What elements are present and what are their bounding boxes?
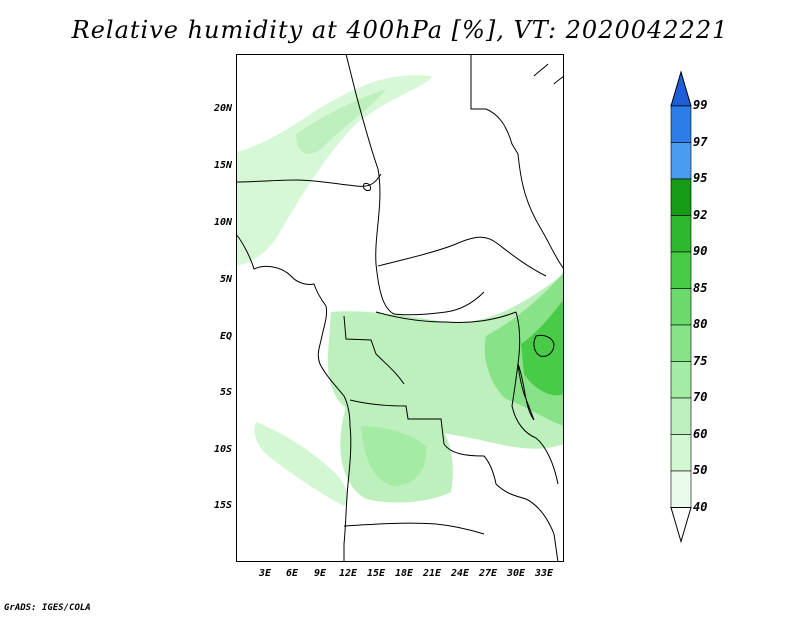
coastline-central-africa <box>317 305 352 562</box>
lat-label: 15N <box>213 160 232 171</box>
colorbar-level-label: 92 <box>693 207 708 222</box>
lake-tanganyika <box>517 363 535 421</box>
border-sahel <box>236 173 382 187</box>
colorbar-segment <box>670 288 692 326</box>
lat-label: 20N <box>213 103 232 114</box>
colorbar-segment <box>670 142 692 180</box>
border-drc-north <box>375 311 517 323</box>
lon-label: 21E <box>422 568 442 579</box>
colorbar-level-label: 75 <box>693 353 708 368</box>
colorbar-segment <box>670 397 692 435</box>
lon-label: 24E <box>450 568 470 579</box>
lat-label: 5N <box>219 274 232 285</box>
colorbar-segment <box>670 361 692 399</box>
colorbar-segment <box>670 178 692 216</box>
colorbar-bottom-arrow <box>670 507 692 544</box>
colorbar-level-label: 80 <box>693 317 708 331</box>
lon-label: 27E <box>478 568 498 579</box>
colorbar-segment <box>670 251 692 289</box>
lon-label: 30E <box>506 568 526 579</box>
lat-label: 15S <box>213 500 232 511</box>
lat-label: 10S <box>213 444 232 455</box>
colorbar-top-arrow <box>670 70 692 107</box>
grads-credit: GrADS: IGES/COLA <box>4 603 91 613</box>
border-drc-angola <box>349 399 497 485</box>
humidity-area-angola-core <box>361 426 427 486</box>
colorbar-level-label: 50 <box>693 463 708 477</box>
country-borders <box>236 54 564 562</box>
lon-label: 3E <box>258 568 272 579</box>
lat-label: 10N <box>213 217 232 228</box>
humidity-area-sahel-west <box>236 75 432 266</box>
colorbar-level-label: 90 <box>693 244 708 258</box>
colorbar-segment <box>670 434 692 472</box>
border-sudan <box>470 54 564 270</box>
colorbar-segment <box>670 215 692 253</box>
colorbar-level-label: 85 <box>693 280 708 295</box>
colorbar-level-label: 97 <box>693 134 708 149</box>
lon-label: 12E <box>338 568 358 579</box>
colorbar-segment <box>670 105 692 143</box>
border-chad <box>345 54 485 316</box>
map-panel <box>236 54 564 562</box>
colorbar-level-label: 99 <box>693 98 708 112</box>
colorbar-level-label: 40 <box>693 499 708 514</box>
lake-victoria <box>533 334 555 357</box>
lat-label: EQ <box>219 331 232 342</box>
lon-label: 15E <box>366 568 386 579</box>
chart-title: Relative humidity at 400hPa [%], VT: 202… <box>71 16 729 44</box>
coastline-west-africa <box>236 233 327 307</box>
border-mozambique <box>495 483 559 562</box>
colorbar-segment <box>670 324 692 362</box>
humidity-area-lake-region <box>521 299 564 396</box>
colorbar-level-label: 95 <box>693 171 708 185</box>
border-car <box>377 236 547 277</box>
colorbar-level-label: 70 <box>693 390 708 404</box>
lat-label: 5S <box>219 387 232 398</box>
colorbar-segment <box>670 470 692 508</box>
humidity-area-sahel-streak <box>296 89 386 154</box>
border-angola-south <box>343 522 485 535</box>
lake-chad <box>363 183 371 191</box>
lon-label: 6E <box>285 568 299 579</box>
colorbar-level-label: 60 <box>693 426 708 441</box>
humidity-area-atlantic-south <box>254 422 348 506</box>
lon-label: 9E <box>313 568 327 579</box>
lon-label: 33E <box>534 568 554 579</box>
colorbar <box>670 70 692 544</box>
border-east-africa <box>511 311 559 485</box>
lon-label: 18E <box>394 568 414 579</box>
border-congo <box>343 315 405 385</box>
